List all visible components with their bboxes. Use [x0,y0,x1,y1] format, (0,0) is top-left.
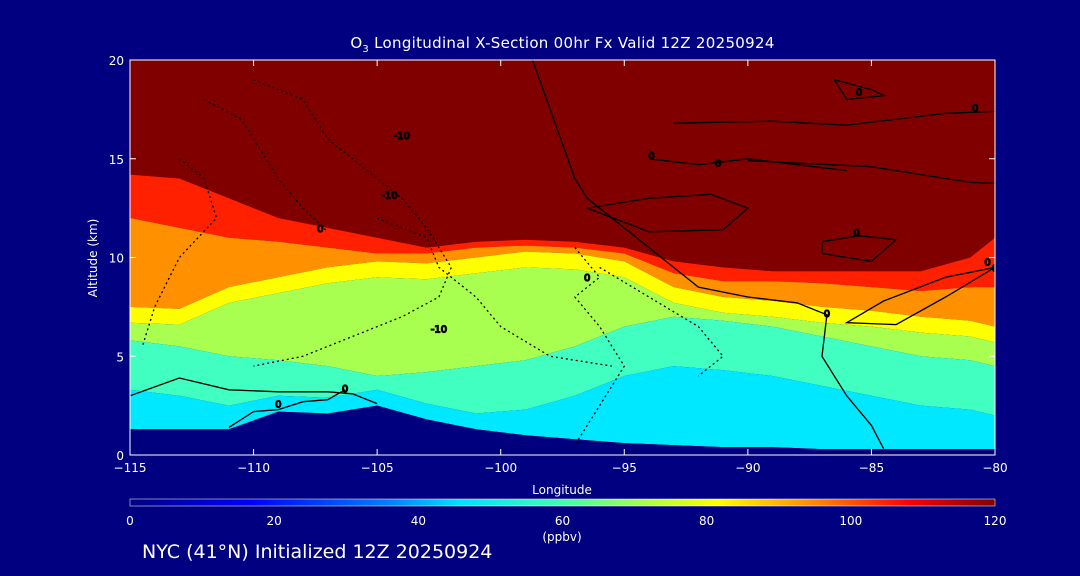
contour-line [586,193,750,233]
y-tick-label: 15 [109,153,124,167]
contour-label: 0 [992,263,998,274]
footer-caption: NYC (41°N) Initialized 12Z 20250924 [142,541,493,563]
contour-line [599,266,725,377]
title-rest: Longitudinal X-Section 00hr Fx Valid 12Z… [369,34,775,52]
contour-line [203,98,329,233]
contour-label: 0 [715,159,721,170]
contour-line [141,158,218,347]
contour-label: 0 [856,88,862,99]
stratosphere-band [130,60,995,272]
contour-line [573,247,626,446]
orange-band [130,218,995,327]
x-tick-label: −80 [982,461,1007,475]
terrain-band [130,405,995,455]
contour-label: 0 [853,228,859,239]
contour-label: -10 [381,190,397,201]
contour-label: -10 [431,325,447,336]
colorbar-unit: (ppbv) [542,530,581,544]
contour-line [531,60,885,450]
colorbar-tick-label: 100 [839,514,862,528]
title-prefix: O [350,34,363,52]
x-axis-label: Longitude [532,483,592,497]
contour-line [673,110,995,126]
x-tick-label: −110 [237,461,270,475]
y-tick-label: 10 [109,252,124,266]
colorbar-tick-label: 20 [267,514,282,528]
contour-line [833,79,887,101]
contour-label: 0 [584,273,590,284]
colorbar-tick-label: 80 [699,514,714,528]
y-axis-label: Altitude (km) [86,219,100,298]
contour-line [253,79,453,367]
title-subscript: 3 [362,44,370,55]
colorbar-tick-label: 60 [555,514,570,528]
yellow-band [130,251,995,343]
contour-line [821,235,898,263]
contour-label: 0 [648,151,654,162]
contour-label: 0 [317,224,323,235]
contour-label: 0 [342,384,348,395]
contour-label: -10 [394,131,410,142]
y-tick-label: 20 [109,54,124,68]
contour-line [747,160,995,185]
colorbar-tick-label: 40 [411,514,426,528]
contour-line [130,377,378,405]
x-tick-label: −105 [361,461,394,475]
colorbar-tick-label: 0 [126,514,134,528]
x-tick-label: −100 [484,461,517,475]
red-band [130,174,995,292]
chart-title: O3 Longitudinal X-Section 00hr Fx Valid … [130,34,995,55]
contour-line [844,266,995,326]
y-tick-label: 0 [116,449,124,463]
x-tick-label: −115 [114,461,147,475]
green-band [130,267,995,376]
contour-line [228,389,346,428]
x-tick-label: −85 [859,461,884,475]
contour-label: 0 [984,257,990,268]
x-tick-label: −90 [735,461,760,475]
colorbar [129,498,996,507]
aqua-band [130,316,995,416]
contour-line [648,158,847,172]
x-tick-label: −95 [612,461,637,475]
contour-label: 0 [972,103,978,114]
cyan-band [130,366,995,450]
contour-label: 0 [275,400,281,411]
colorbar-tick-label: 120 [984,514,1007,528]
y-tick-label: 5 [116,350,124,364]
contour-label: 0 [824,309,830,320]
